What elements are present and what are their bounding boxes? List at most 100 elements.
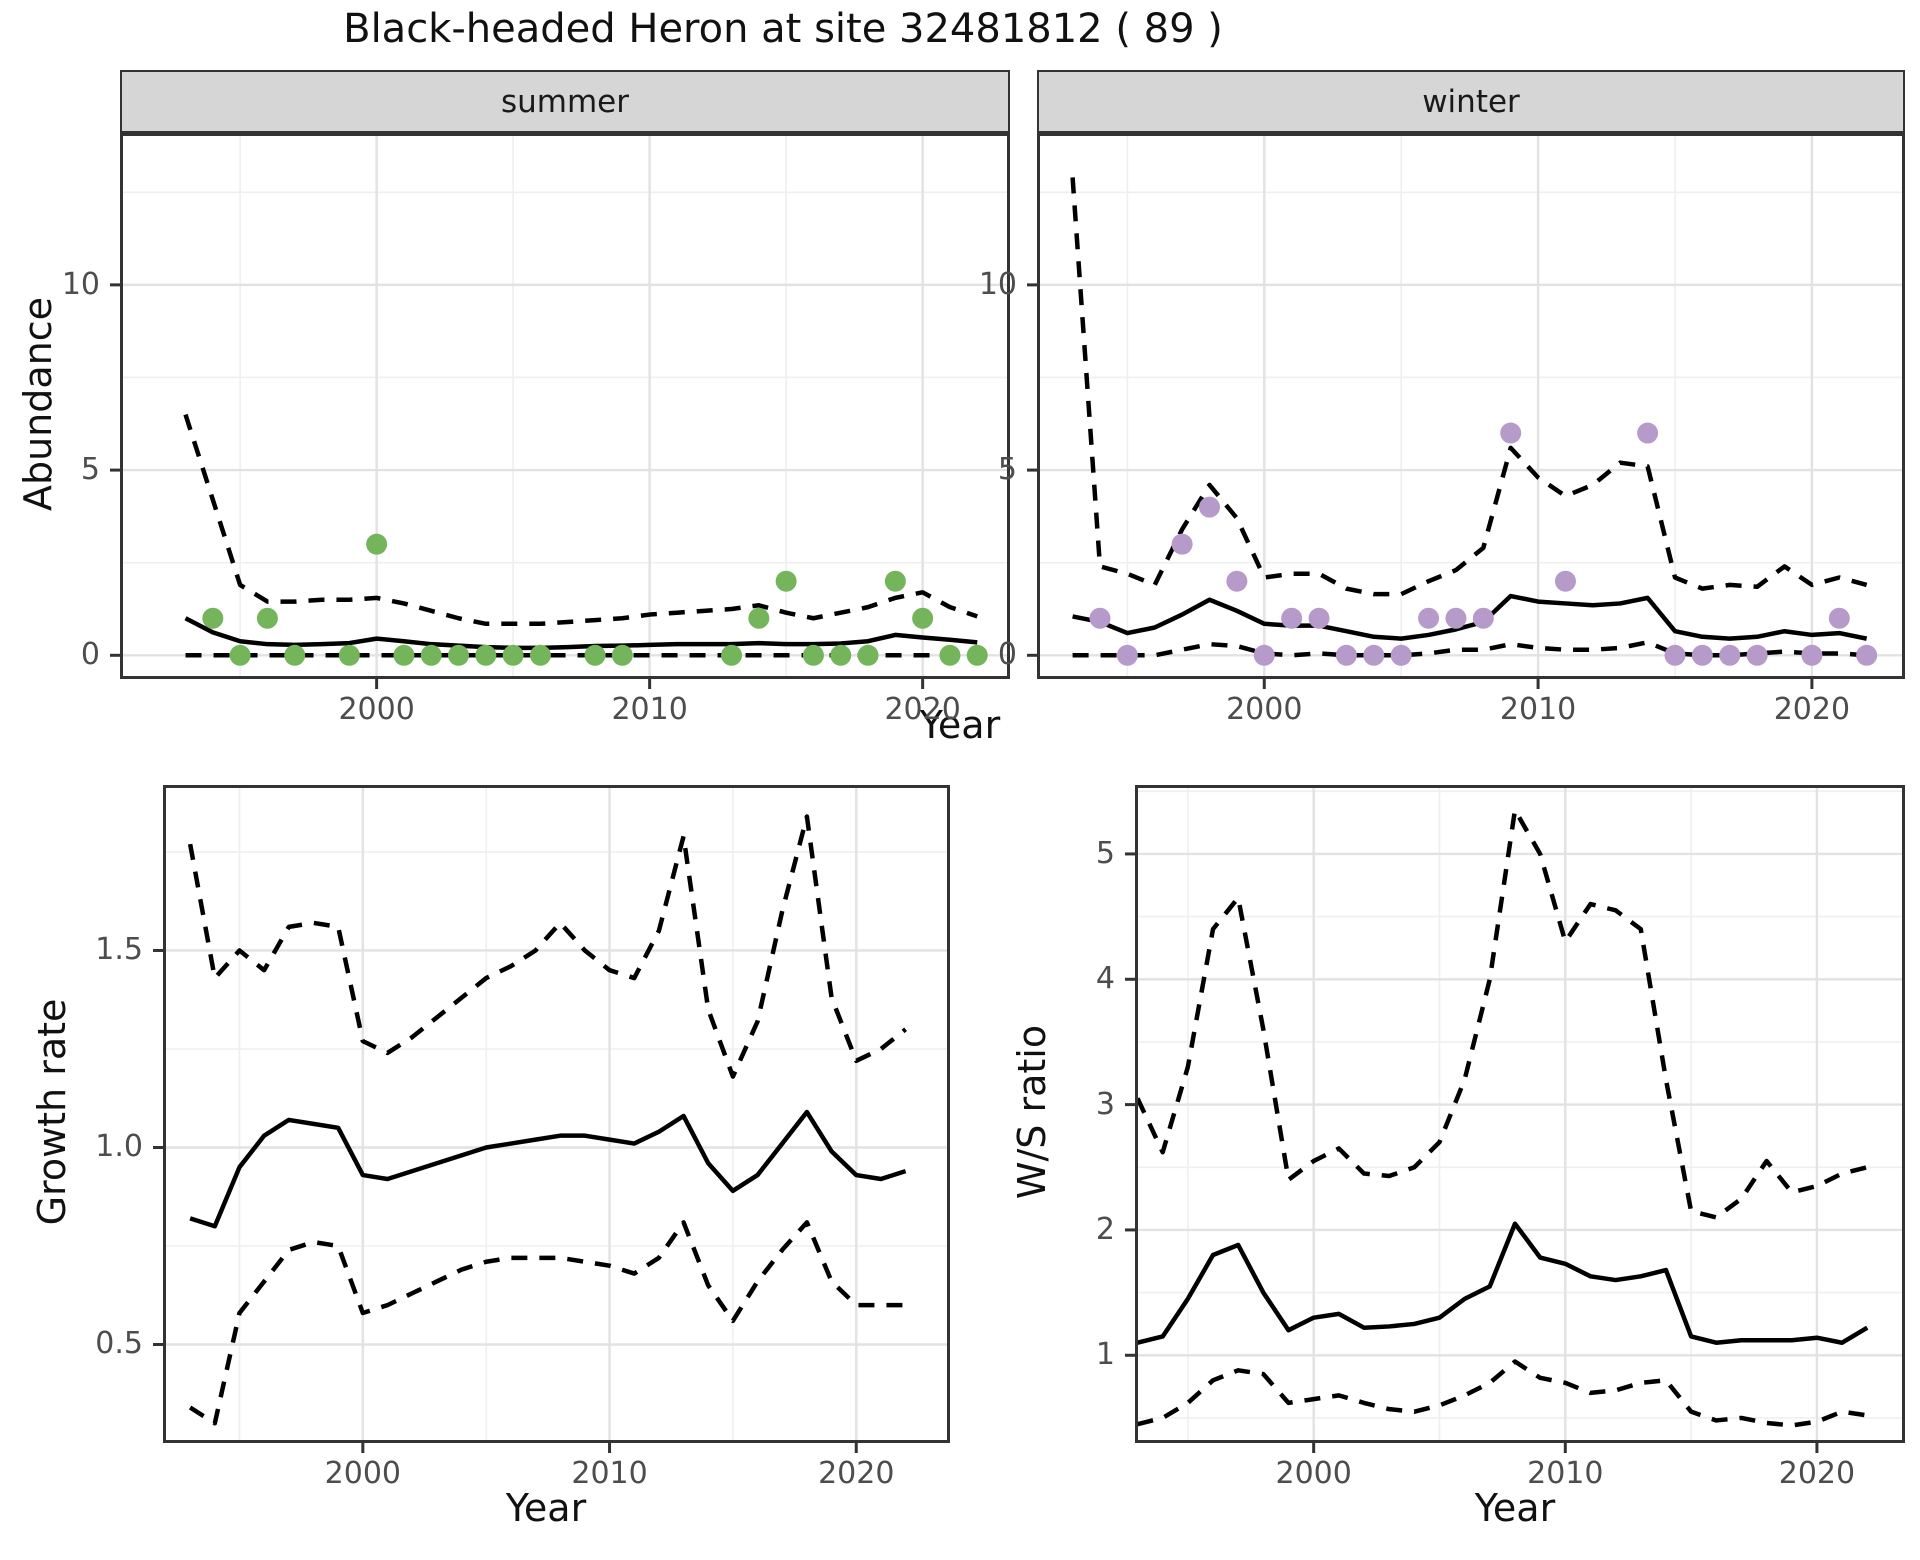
facet-strip-summer-label: summer [500, 83, 629, 120]
x-tick-label: 2000 [338, 692, 415, 727]
data-point [584, 644, 606, 666]
data-point [393, 644, 415, 666]
panel-growth-rate [153, 785, 950, 1453]
x-axis-title-top: Year [919, 703, 1001, 747]
upper_ci-line [1135, 807, 1868, 1220]
data-point [1281, 607, 1303, 629]
data-point [966, 644, 988, 666]
data-point [1719, 644, 1741, 666]
lower_ci-line [188, 1220, 906, 1426]
panel-border [1037, 133, 1905, 679]
axis-ticks [1125, 852, 1819, 1453]
y-tick-label: 0 [997, 637, 1017, 673]
facet-strip-winter-label: winter [1422, 83, 1520, 120]
data-point [802, 644, 824, 666]
upper_ci-line [187, 814, 907, 1079]
data-point [202, 607, 224, 629]
x-tick-label: 2010 [611, 692, 688, 727]
data-point [748, 607, 770, 629]
summer-plot [110, 133, 1010, 689]
x-tick-label: 2020 [884, 692, 961, 727]
y-axis-title-growth-rate: Growth rate [30, 998, 74, 1226]
y-tick-label: 0 [80, 637, 100, 673]
lower_ci-line [1072, 640, 1867, 658]
y-tick-label: 1.5 [95, 932, 143, 968]
data-point [1500, 422, 1522, 444]
data-point [1308, 607, 1330, 629]
data-point [1856, 644, 1878, 666]
mean-line [189, 1109, 907, 1229]
data-points [202, 533, 988, 666]
axis-ticks [153, 948, 858, 1453]
data-point [884, 570, 906, 592]
data-point [1363, 644, 1385, 666]
data-point [475, 644, 497, 666]
data-point [1801, 644, 1823, 666]
y-tick-label: 5 [997, 452, 1017, 488]
y-tick-label: 4 [1095, 961, 1115, 997]
x-axis-title-ws: Year [1474, 1486, 1556, 1530]
data-point [1199, 496, 1221, 518]
data-point [1445, 607, 1467, 629]
y-tick-label: 10 [978, 266, 1017, 302]
x-tick-label: 2010 [571, 1456, 648, 1491]
growth-plot [153, 785, 950, 1453]
data-point [775, 570, 797, 592]
data-point [721, 644, 743, 666]
y-tick-label: 5 [1095, 835, 1115, 871]
data-point [1390, 644, 1412, 666]
x-tick-label: 2000 [1275, 1456, 1352, 1491]
data-point [939, 644, 961, 666]
data-point [1116, 644, 1138, 666]
facet-strip-winter: winter [1037, 70, 1905, 133]
data-point [857, 644, 879, 666]
panel-border [163, 785, 950, 1443]
y-tick-label: 2 [1095, 1211, 1115, 1247]
data-point [1472, 607, 1494, 629]
panel-ws-ratio [1125, 785, 1905, 1453]
facet-strip-summer: summer [120, 70, 1010, 133]
data-point [284, 644, 306, 666]
x-tick-label: 2010 [1499, 692, 1577, 727]
data-point [1746, 644, 1768, 666]
x-tick-label: 2010 [1527, 1456, 1604, 1491]
data-point [1335, 644, 1357, 666]
data-point [1253, 644, 1275, 666]
data-point [830, 644, 852, 666]
grid-minor [1135, 785, 1905, 1443]
data-point [1691, 644, 1713, 666]
y-tick-label: 10 [61, 266, 100, 302]
panel-border [120, 133, 1010, 679]
y-tick-label: 1.0 [95, 1129, 143, 1165]
x-tick-label: 2020 [1773, 692, 1851, 727]
x-tick-label: 2000 [1226, 692, 1303, 727]
upper_ci-line [183, 413, 978, 627]
panel-abundance-winter [1027, 133, 1905, 689]
y-tick-label: 5 [80, 452, 100, 488]
panel-border [1135, 785, 1905, 1443]
winter-plot [1027, 133, 1905, 689]
data-points [1089, 422, 1878, 666]
mean-line [1072, 593, 1868, 641]
grid-major [120, 133, 1010, 679]
data-point [1418, 607, 1440, 629]
x-tick-label: 2020 [1778, 1456, 1856, 1491]
data-point [366, 533, 388, 555]
ws-plot [1125, 785, 1905, 1453]
grid-minor [1037, 133, 1905, 679]
panel-abundance-summer [110, 133, 1010, 689]
data-point [529, 644, 551, 666]
axis-ticks [1027, 283, 1814, 689]
grid-major [1135, 785, 1905, 1443]
y-tick-label: 0.5 [95, 1326, 143, 1362]
mean-line [184, 616, 978, 651]
data-point [338, 644, 360, 666]
data-point [1089, 607, 1111, 629]
x-tick-label: 2000 [324, 1456, 402, 1491]
data-point [1171, 533, 1193, 555]
y-tick-label: 1 [1095, 1337, 1115, 1373]
upper_ci-line [1070, 177, 1868, 597]
data-point [1637, 422, 1659, 444]
data-point [448, 644, 470, 666]
